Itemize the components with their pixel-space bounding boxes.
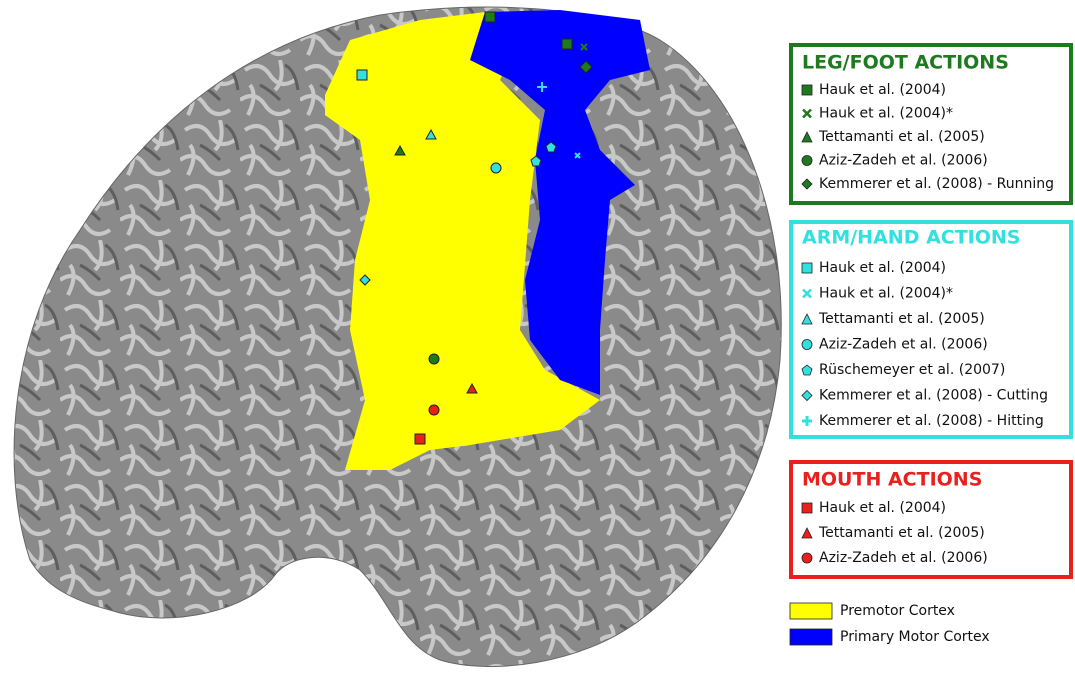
- legend-marker: [802, 416, 812, 426]
- legend-entry: Aziz-Zadeh et al. (2006): [819, 337, 988, 353]
- legend-marker: [801, 131, 813, 143]
- region-swatch: [789, 628, 833, 646]
- legend-marker: [801, 84, 813, 96]
- legend-entry: Hauk et al. (2004)*: [819, 106, 953, 122]
- legend-marker: [801, 389, 813, 402]
- region-label: Primary Motor Cortex: [840, 629, 990, 645]
- premotor-region: [325, 12, 600, 470]
- legend-entry: Kemmerer et al. (2008) - Hitting: [819, 413, 1044, 429]
- legend-marker: [801, 262, 813, 274]
- legend-marker: [801, 178, 813, 190]
- region-label: Premotor Cortex: [840, 603, 955, 619]
- legend-entry: Aziz-Zadeh et al. (2006): [819, 153, 988, 169]
- legend-entry: Tettamanti et al. (2005): [818, 525, 985, 541]
- legend-marker: [801, 502, 813, 514]
- legend-marker: [801, 339, 813, 350]
- legend-entry: Kemmerer et al. (2008) - Running: [819, 176, 1054, 192]
- legend-entry: Aziz-Zadeh et al. (2006): [819, 550, 988, 566]
- legend-marker: [801, 155, 813, 166]
- legend-entry: Tettamanti et al. (2005): [818, 129, 985, 145]
- region-swatch: [789, 602, 833, 620]
- legend-marker: [802, 108, 812, 119]
- legend-entry: Tettamanti et al. (2005): [818, 311, 985, 327]
- brain: [13, 6, 782, 667]
- legend-marker: [801, 364, 813, 376]
- legend-marker: [801, 552, 813, 564]
- primary-motor-region: [470, 10, 650, 395]
- legend-entry: Hauk et al. (2004): [819, 260, 946, 276]
- legend-box: [789, 460, 1073, 579]
- legend-box: [789, 43, 1073, 205]
- legend-marker: [801, 527, 813, 539]
- legend-title: MOUTH ACTIONS: [802, 469, 982, 491]
- legend-entry: Hauk et al. (2004): [819, 82, 946, 98]
- legend-marker: [802, 288, 812, 299]
- legend-entry: Rüschemeyer et al. (2007): [819, 362, 1005, 378]
- legend: LEG/FOOT ACTIONS Hauk et al. (2004) Hauk e…: [789, 43, 1073, 646]
- legend-title: ARM/HAND ACTIONS: [802, 227, 1021, 249]
- legend-marker: [801, 313, 813, 325]
- legend-title: LEG/FOOT ACTIONS: [802, 52, 1009, 74]
- legend-entry: Hauk et al. (2004)*: [819, 286, 953, 302]
- legend-box: [789, 220, 1073, 439]
- legend-entry: Kemmerer et al. (2008) - Cutting: [819, 388, 1048, 404]
- legend-entry: Hauk et al. (2004): [819, 500, 946, 516]
- study-markers: [356, 11, 593, 445]
